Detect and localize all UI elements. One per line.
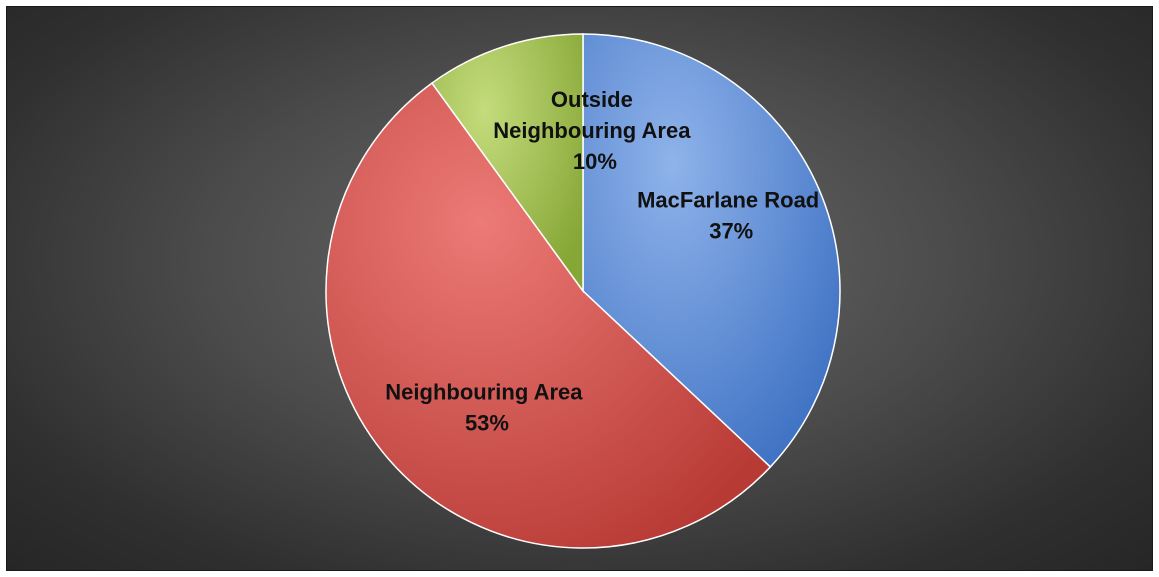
pie-slice-neighbouring-area [325,82,772,549]
pie-slice-macfarlane-road [582,33,841,468]
slice-label-neighbouring-area: Neighbouring Area 53% [385,379,588,435]
pie-slices [325,33,841,549]
chart-frame: MacFarlane Road 37% Neighbouring Area 53… [6,6,1153,571]
pie-slice-outside-neighbouring-area [430,33,584,294]
slice-name-neighbouring-area: Neighbouring Area [385,379,583,404]
slice-percent-neighbouring-area: 53% [465,410,509,435]
pie-labels: MacFarlane Road 37% Neighbouring Area 53… [385,87,825,435]
slice-name-outside-line2: Neighbouring Area [493,118,691,143]
slice-percent-outside-neighbouring-area: 10% [573,149,617,174]
slice-name-outside-line1: Outside [551,87,633,112]
slice-label-outside-neighbouring-area: Outside Neighbouring Area 10% [493,87,696,174]
pie-chart: MacFarlane Road 37% Neighbouring Area 53… [325,33,841,549]
slice-label-macfarlane-road: MacFarlane Road 37% [637,188,825,244]
slice-name-macfarlane-road: MacFarlane Road [637,188,819,213]
slice-percent-macfarlane-road: 37% [709,219,753,244]
